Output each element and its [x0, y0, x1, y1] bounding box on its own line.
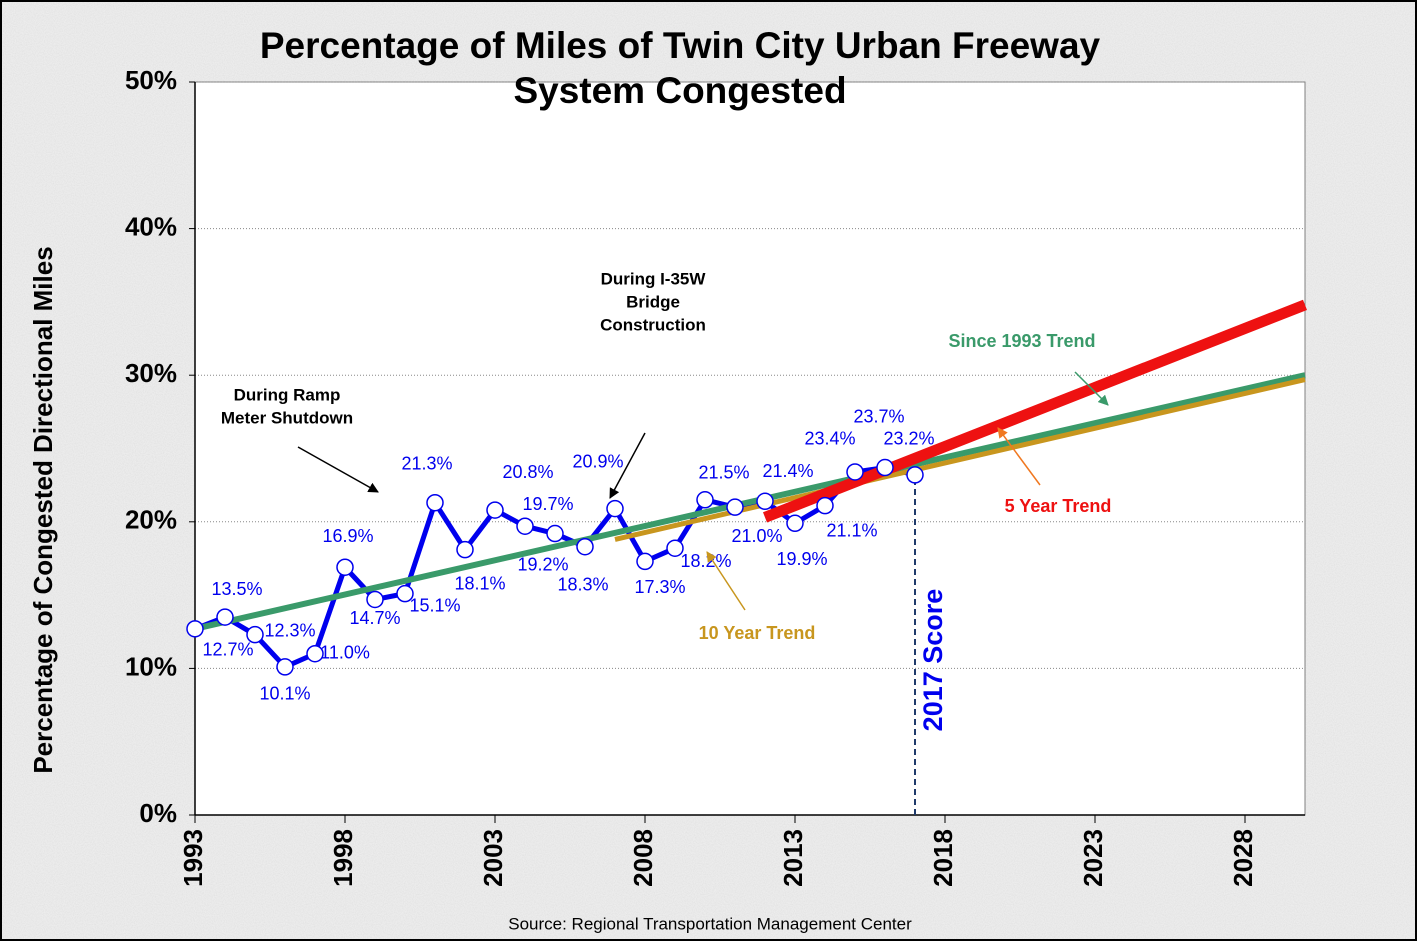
- chart-title: Percentage of Miles of Twin City Urban F…: [260, 25, 1101, 66]
- data-point: [876, 458, 894, 477]
- x-tick-label: 1998: [328, 829, 358, 887]
- annotation-arrow: [297, 446, 379, 493]
- data-label: 16.9%: [322, 526, 373, 546]
- x-tick-label: 2023: [1078, 829, 1108, 887]
- data-label: 18.3%: [557, 574, 608, 594]
- x-tick-label: 2013: [778, 829, 808, 887]
- data-point: [516, 517, 534, 535]
- data-label: 12.7%: [202, 640, 253, 660]
- data-label: 14.7%: [349, 608, 400, 628]
- data-point: [636, 552, 654, 571]
- data-point: [846, 463, 864, 481]
- annotation: During I-35W: [601, 269, 707, 288]
- data-label: 21.1%: [826, 520, 877, 540]
- data-label: 21.5%: [698, 463, 749, 483]
- data-point: [486, 501, 504, 519]
- data-point: [606, 499, 624, 518]
- y-tick-label: 40%: [125, 211, 177, 241]
- data-point: [186, 620, 204, 638]
- data-point: [906, 466, 924, 484]
- data-point: [366, 590, 384, 609]
- trend-label: 10 Year Trend: [699, 623, 816, 643]
- plot-area: [194, 81, 1306, 816]
- source: Source: Regional Transportation Manageme…: [508, 914, 912, 933]
- data-point: [786, 514, 804, 533]
- data-point: [756, 492, 774, 511]
- trend-label: Since 1993 Trend: [948, 331, 1095, 351]
- data-point: [666, 539, 684, 557]
- y-tick-label: 50%: [125, 65, 177, 95]
- annotation: Construction: [600, 315, 706, 334]
- data-label: 21.0%: [731, 526, 782, 546]
- data-point: [546, 524, 564, 543]
- data-point: [396, 584, 414, 603]
- data-label: 23.4%: [804, 429, 855, 449]
- data-label: 11.0%: [320, 642, 370, 662]
- data-label: 23.2%: [883, 429, 934, 449]
- x-tick-label: 2028: [1228, 829, 1258, 887]
- data-point: [456, 540, 474, 559]
- x-tick-label: 2003: [478, 829, 508, 887]
- annotation: Bridge: [626, 292, 680, 311]
- trend-line: [194, 372, 1306, 632]
- data-point: [576, 537, 594, 556]
- data-label: 21.3%: [401, 453, 452, 473]
- y-axis-title: Percentage of Congested Directional Mile…: [28, 246, 58, 773]
- y-tick-label: 10%: [125, 651, 177, 681]
- data-label: 17.3%: [634, 577, 685, 597]
- trend-line: [762, 299, 1308, 523]
- data-label: 13.5%: [211, 579, 262, 599]
- score-label: 2017 Score: [918, 589, 948, 732]
- data-label: 15.1%: [409, 595, 460, 615]
- data-point: [246, 625, 264, 644]
- chart-title: System Congested: [513, 70, 846, 111]
- data-point: [696, 491, 714, 509]
- x-tick-label: 1993: [178, 829, 208, 887]
- y-tick-label: 0%: [139, 798, 177, 828]
- annotation-arrow: [609, 432, 646, 499]
- data-label: 21.4%: [762, 461, 813, 481]
- data-point: [816, 496, 834, 515]
- annotation: During Ramp: [234, 385, 341, 404]
- y-tick-label: 20%: [125, 505, 177, 535]
- data-point: [216, 608, 234, 626]
- data-label: 20.8%: [502, 462, 553, 482]
- trend-label: 5 Year Trend: [1005, 496, 1112, 516]
- trend-arrow: [706, 551, 746, 611]
- data-point: [306, 644, 324, 663]
- data-label: 19.7%: [522, 494, 573, 514]
- data-label: 20.9%: [572, 451, 623, 471]
- x-tick-label: 2008: [628, 829, 658, 887]
- y-tick-label: 30%: [125, 358, 177, 388]
- data-point: [276, 658, 294, 676]
- data-label: 19.9%: [776, 549, 827, 569]
- trend-arrow: [1074, 371, 1109, 406]
- trend-arrow: [997, 427, 1041, 486]
- data-label: 12.3%: [264, 620, 315, 640]
- data-label: 19.2%: [517, 554, 568, 574]
- annotation: Meter Shutdown: [221, 408, 353, 427]
- x-tick-label: 2018: [928, 829, 958, 887]
- data-point: [426, 493, 444, 512]
- data-label: 23.7%: [853, 406, 904, 426]
- data-label: 18.2%: [680, 551, 731, 571]
- data-point: [336, 558, 354, 576]
- data-label: 10.1%: [259, 684, 310, 704]
- data-point: [726, 498, 744, 516]
- data-label: 18.1%: [454, 573, 505, 593]
